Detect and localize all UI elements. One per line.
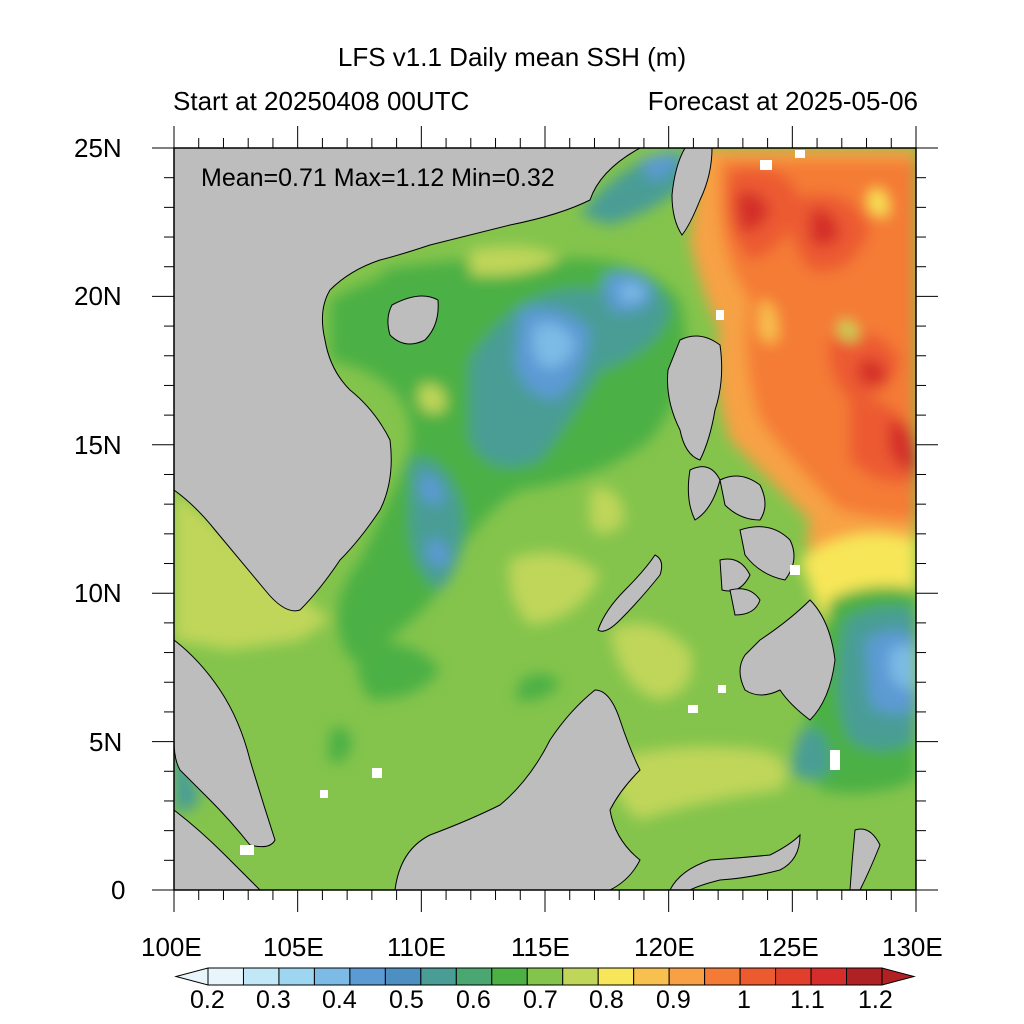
- lat-label-10n: 10N: [74, 578, 122, 608]
- lon-label-130e: 130E: [882, 932, 943, 962]
- lon-label-110e: 110E: [387, 932, 446, 962]
- lat-label-25n: 25N: [74, 133, 122, 163]
- colorbar-label: 0.3: [256, 986, 291, 1014]
- lat-label-20n: 20N: [74, 281, 122, 311]
- lon-label-125e: 125E: [758, 932, 819, 962]
- colorbar-swatch: [349, 967, 386, 986]
- colorbar-label: 1: [737, 986, 751, 1014]
- colorbar-swatch: [207, 967, 244, 986]
- lon-label-100e: 100E: [141, 932, 202, 962]
- lon-label-115e: 115E: [511, 932, 570, 962]
- colorbar-swatch: [846, 967, 883, 986]
- colorbar-high-triangle: [881, 967, 916, 986]
- colorbar-label: 0.4: [322, 986, 357, 1014]
- colorbar-swatch: [775, 967, 812, 986]
- colorbar-swatch: [633, 967, 670, 986]
- lat-label-0: 0: [111, 875, 126, 905]
- colorbar-label: 1.2: [858, 986, 893, 1014]
- colorbar-swatch: [384, 967, 422, 986]
- lon-label-105e: 105E: [263, 932, 324, 962]
- colorbar-label: 0.7: [523, 986, 558, 1014]
- colorbar-swatch: [562, 967, 599, 986]
- colorbar-swatch: [597, 967, 635, 986]
- colorbar-label: 0.6: [456, 986, 491, 1014]
- colorbar-swatch: [491, 967, 528, 986]
- forecast-time-label: Forecast at 2025-05-06: [647, 86, 918, 116]
- lon-label-120e: 120E: [634, 932, 695, 962]
- colorbar-swatch: [739, 967, 777, 986]
- colorbar-swatch: [278, 967, 315, 986]
- axis-ticks: [152, 126, 938, 912]
- missing-data-patches: [240, 150, 840, 855]
- stats-label: Mean=0.71 Max=1.12 Min=0.32: [201, 164, 555, 192]
- colorbar-swatch: [810, 967, 848, 986]
- map-title: LFS v1.1 Daily mean SSH (m): [337, 42, 687, 72]
- colorbar-swatch: [704, 967, 741, 986]
- colorbar-swatch: [313, 967, 351, 986]
- colorbar-label: 0.8: [589, 986, 624, 1014]
- colorbar-label: 0.5: [389, 986, 424, 1014]
- colorbar-swatch: [526, 967, 564, 986]
- lat-label-15n: 15N: [74, 430, 122, 460]
- colorbar-swatch: [242, 967, 280, 986]
- ssh-contours: [174, 148, 916, 820]
- land-masses: [174, 148, 881, 890]
- lat-label-5n: 5N: [89, 727, 123, 757]
- colorbar-low-triangle: [174, 967, 209, 986]
- colorbar-label: 0.9: [656, 986, 691, 1014]
- map-field: [174, 148, 916, 890]
- start-time-label: Start at 20250408 00UTC: [173, 86, 470, 116]
- colorbar-label: 1.1: [790, 986, 825, 1014]
- colorbar-swatch: [668, 967, 706, 986]
- colorbar-swatch: [420, 967, 457, 986]
- colorbar: [174, 967, 916, 986]
- colorbar-label: 0.2: [190, 986, 225, 1014]
- colorbar-swatch: [455, 967, 493, 986]
